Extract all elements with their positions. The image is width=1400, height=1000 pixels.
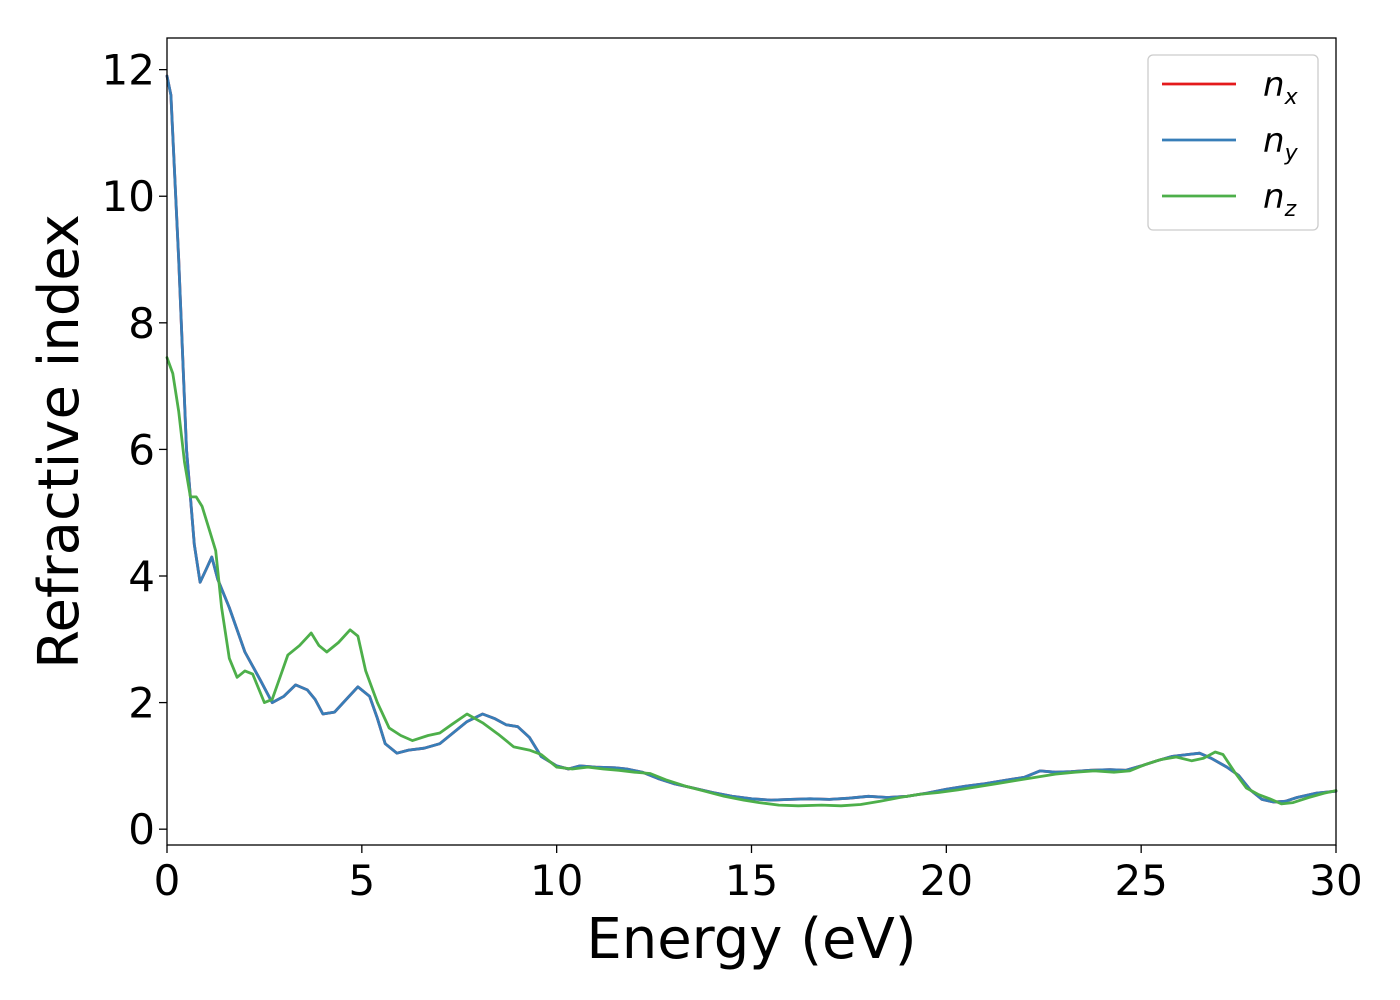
y-tick-label: 6 — [128, 425, 155, 474]
legend-box — [1147, 54, 1319, 231]
y-axis-title: Refractive index — [27, 214, 92, 669]
legend-label-y: ny — [1263, 121, 1299, 166]
series-line-z — [165, 356, 1338, 808]
series-layer — [165, 74, 1338, 808]
x-tick-label: 15 — [725, 856, 778, 905]
x-tick-label: 0 — [154, 856, 181, 905]
y-axis-ticks: 0 2 4 6 8 10 12 — [102, 46, 167, 854]
y-tick-label: 2 — [128, 679, 155, 728]
x-axis-title: Energy (eV) — [586, 907, 916, 972]
x-tick-label: 30 — [1309, 856, 1362, 905]
x-tick-label: 5 — [348, 856, 375, 905]
y-tick-label: 4 — [128, 552, 155, 601]
legend-label-z: nz — [1263, 177, 1297, 222]
y-tick-label: 8 — [128, 299, 155, 348]
legend-label-x: nx — [1263, 65, 1299, 110]
y-tick-label: 0 — [128, 805, 155, 854]
x-tick-label: 20 — [920, 856, 973, 905]
y-tick-label: 10 — [102, 172, 155, 221]
x-axis-ticks: 0 5 10 15 20 25 30 — [154, 845, 1363, 905]
y-tick-label: 12 — [102, 46, 155, 95]
x-tick-label: 10 — [530, 856, 583, 905]
legend: nx ny nz — [1147, 54, 1319, 231]
x-tick-label: 25 — [1114, 856, 1167, 905]
